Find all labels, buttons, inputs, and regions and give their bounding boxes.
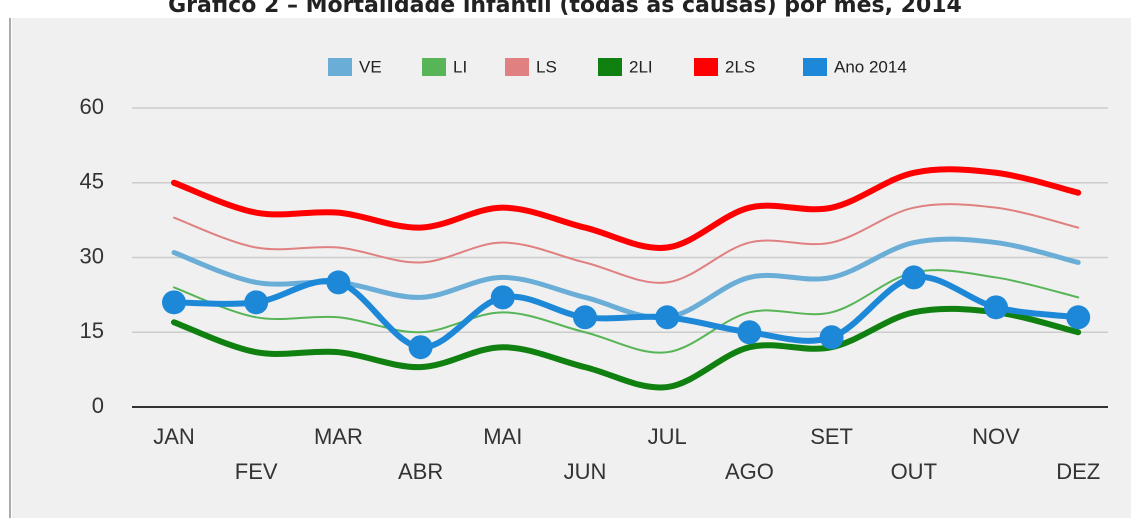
x-tick-label: MAR: [314, 424, 363, 449]
legend-swatch: [803, 58, 827, 76]
x-tick-label: JUL: [648, 424, 687, 449]
x-tick-label: JUN: [564, 459, 607, 484]
legend-swatch: [505, 58, 529, 76]
legend-swatch: [694, 58, 718, 76]
legend-label: LI: [453, 57, 467, 76]
x-tick-label: AGO: [725, 459, 774, 484]
data-point: [326, 270, 351, 295]
plot-background: [12, 18, 1131, 518]
line-series: [171, 305, 1082, 391]
data-point: [1066, 305, 1091, 330]
y-tick-label: 0: [92, 393, 104, 418]
line-series: [173, 203, 1080, 284]
x-tick-label: JAN: [153, 424, 195, 449]
y-tick-label: 60: [80, 94, 104, 119]
legend-swatch: [598, 58, 622, 76]
x-tick-label: MAI: [483, 424, 522, 449]
y-tick-label: 45: [80, 169, 104, 194]
legend-swatch: [422, 58, 446, 76]
data-point: [737, 320, 762, 345]
data-point: [244, 290, 269, 315]
legend-label: VE: [359, 57, 382, 76]
data-point: [655, 305, 680, 330]
x-tick-label: ABR: [398, 459, 443, 484]
data-point: [162, 290, 186, 315]
line-series: [171, 166, 1082, 251]
data-point: [573, 305, 597, 330]
x-tick-label: SET: [810, 424, 853, 449]
data-point: [490, 285, 515, 310]
y-tick-label: 30: [80, 243, 104, 268]
data-point: [819, 325, 844, 350]
data-point: [408, 335, 433, 360]
y-tick-label: 15: [80, 318, 104, 343]
x-tick-label: NOV: [972, 424, 1020, 449]
legend-label: 2LI: [629, 57, 653, 76]
legend-swatch: [328, 58, 352, 76]
chart-title: Gráfico 2 – Mortalidade infantil (todas …: [168, 0, 962, 18]
x-tick-label: DEZ: [1056, 459, 1100, 484]
data-point: [901, 265, 926, 290]
legend-label: Ano 2014: [834, 57, 907, 76]
legend-label: LS: [536, 57, 557, 76]
data-point: [984, 295, 1008, 320]
legend-label: 2LS: [725, 57, 755, 76]
x-tick-label: OUT: [891, 459, 937, 484]
x-tick-label: FEV: [235, 459, 278, 484]
